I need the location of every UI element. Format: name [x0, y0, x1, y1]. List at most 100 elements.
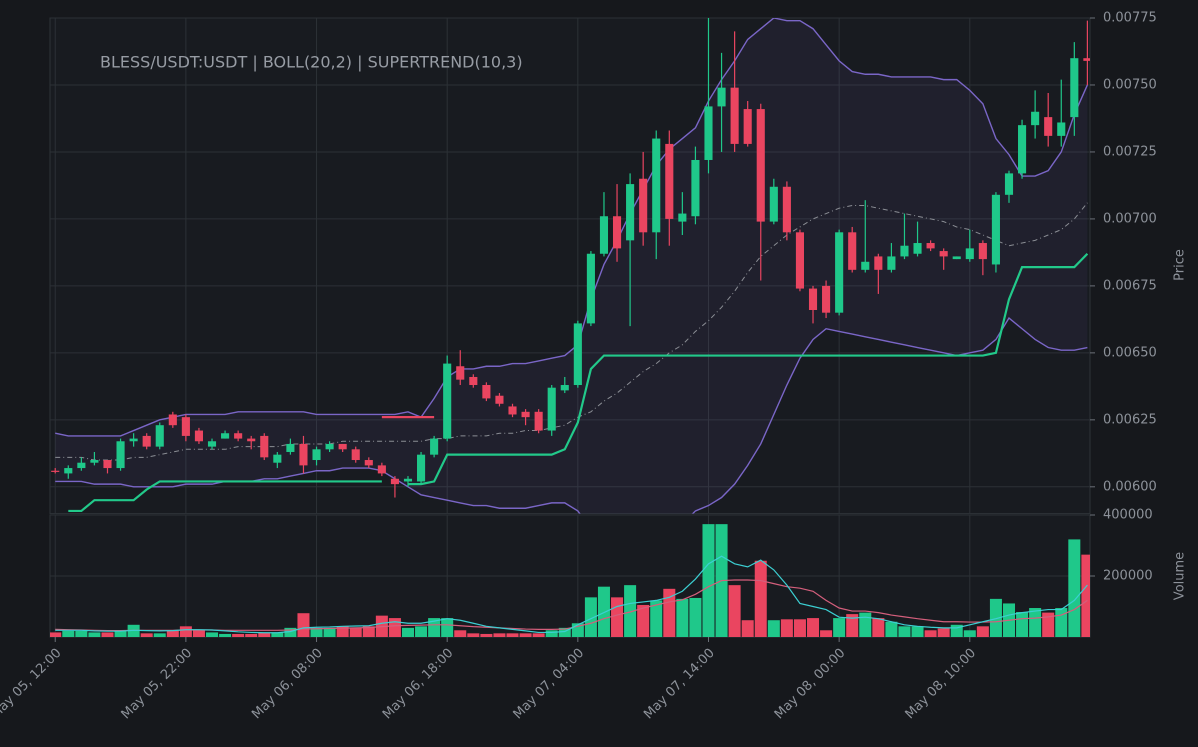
- volume-bar: [1042, 612, 1055, 637]
- price-panel: [49, 17, 1091, 515]
- band-fill: [55, 18, 1088, 514]
- y-tick-label: 400000: [1103, 508, 1153, 523]
- candle-body: [377, 465, 386, 474]
- volume-bar: [336, 626, 349, 637]
- x-tick-label: May 07, 04:00: [511, 646, 588, 723]
- volume-bar: [937, 628, 950, 637]
- volume-bar: [88, 632, 101, 637]
- candle-body: [835, 232, 844, 313]
- volume-bar: [859, 612, 872, 637]
- candle-body: [338, 443, 347, 450]
- candle-body: [1057, 122, 1066, 136]
- candle-body: [1083, 58, 1090, 61]
- volume-bar: [702, 524, 715, 637]
- x-tick-label: May 06, 18:00: [380, 646, 457, 723]
- candle-body: [64, 468, 73, 474]
- candle-body: [1031, 111, 1040, 126]
- candle-body: [469, 376, 478, 386]
- candle-body: [403, 478, 413, 482]
- volume-bar: [232, 633, 245, 637]
- volume-bar: [898, 626, 911, 637]
- candle-body: [364, 460, 373, 466]
- candle-body: [730, 87, 739, 144]
- candle-body: [939, 251, 948, 257]
- volume-bar: [545, 630, 558, 637]
- candle-body: [665, 143, 674, 219]
- volume-bar: [911, 626, 924, 637]
- candle-body: [1044, 117, 1053, 136]
- volume-bar: [310, 627, 323, 637]
- volume-bar: [441, 618, 454, 637]
- volume-bar: [689, 597, 702, 637]
- x-tick-label: May 05, 22:00: [119, 646, 196, 723]
- candle-body: [234, 433, 243, 439]
- candles: [51, 18, 1090, 513]
- candle-body: [652, 138, 661, 233]
- volume-bar: [532, 633, 545, 637]
- candle-body: [599, 216, 609, 254]
- volume: [50, 524, 1090, 637]
- candle-body: [639, 178, 648, 233]
- volume-bar: [245, 633, 258, 637]
- y-axis-label: Volume: [1173, 552, 1188, 600]
- candle-body: [351, 449, 360, 461]
- candle-body: [1018, 125, 1027, 174]
- candle-body: [90, 460, 99, 463]
- candle-body: [547, 387, 556, 431]
- volume-bar: [1068, 539, 1081, 637]
- candle-body: [417, 454, 426, 482]
- volume-bar: [192, 630, 205, 637]
- volume-bar: [480, 633, 493, 637]
- volume-bar: [793, 619, 806, 637]
- candle-body: [168, 414, 177, 426]
- volume-bar: [807, 618, 820, 637]
- volume-bar: [1029, 608, 1042, 637]
- candle-body: [678, 213, 687, 222]
- candle-body: [861, 261, 870, 270]
- candle-body: [717, 87, 726, 107]
- candle-body: [312, 449, 321, 461]
- candle-body: [325, 443, 334, 450]
- candle-body: [808, 288, 818, 311]
- volume-bar: [1081, 554, 1090, 637]
- candle-body: [456, 366, 465, 380]
- volume-bar: [101, 632, 114, 637]
- x-tick-label: May 07, 14:00: [641, 646, 718, 723]
- candle-body: [612, 216, 622, 249]
- volume-ma-fast: [55, 555, 1088, 634]
- volume-bar: [820, 630, 833, 637]
- candle-body: [848, 232, 857, 270]
- supertrend-up: [68, 252, 1089, 513]
- y-axis-label: Price: [1173, 249, 1188, 281]
- volume-bar: [637, 604, 650, 637]
- candle-body: [482, 385, 491, 399]
- volume-bar: [454, 630, 467, 637]
- candle-body: [900, 245, 909, 257]
- x-tick-label: May 08, 00:00: [772, 646, 849, 723]
- candle-body: [743, 109, 752, 144]
- candle-body: [874, 256, 883, 270]
- volume-bar: [1055, 608, 1068, 637]
- candle-body: [430, 438, 439, 455]
- volume-bar: [284, 627, 297, 637]
- candle-body: [534, 411, 543, 431]
- candle-body: [142, 435, 151, 447]
- x-tick-label: May 05, 12:00: [0, 646, 65, 723]
- volume-bar: [506, 633, 519, 637]
- candle-body: [194, 430, 203, 442]
- volume-bar: [271, 632, 284, 637]
- candle-body: [926, 243, 935, 249]
- candle-body: [795, 232, 804, 289]
- candle-body: [299, 443, 308, 466]
- candle-body: [116, 441, 125, 469]
- candle-body: [573, 323, 582, 386]
- volume-bar: [650, 600, 663, 637]
- candle-body: [443, 363, 452, 439]
- candle-body: [691, 159, 700, 217]
- volume-bar: [388, 618, 401, 637]
- volume-bar: [362, 626, 375, 637]
- volume-bar: [767, 620, 780, 637]
- volume-bar: [846, 614, 859, 637]
- candle-body: [704, 106, 713, 160]
